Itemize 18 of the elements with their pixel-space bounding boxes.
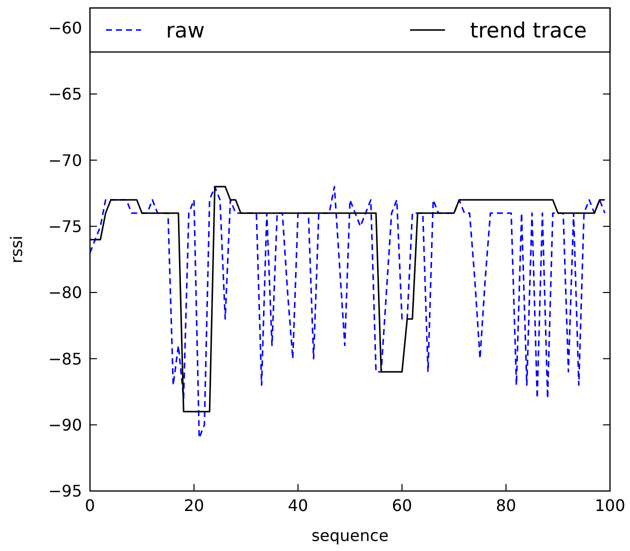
legend-label: raw <box>166 18 205 42</box>
y-tick-label: −90 <box>48 415 82 434</box>
x-tick-label: 100 <box>594 496 626 515</box>
x-tick-label: 80 <box>496 496 516 515</box>
x-tick-label: 60 <box>392 496 412 515</box>
y-tick-label: −80 <box>48 283 82 302</box>
y-tick-label: −60 <box>48 18 82 38</box>
x-tick-label: 40 <box>288 496 308 515</box>
y-tick-label: −75 <box>48 216 82 236</box>
x-tick-label: 20 <box>184 496 204 515</box>
y-tick-label: −65 <box>48 84 82 104</box>
y-axis-title: rssi <box>7 236 26 264</box>
y-tick-label: −70 <box>48 150 82 170</box>
x-axis-title: sequence <box>311 526 389 545</box>
x-tick-label: 0 <box>84 496 96 515</box>
y-tick-label: −85 <box>48 349 82 368</box>
y-tick-label: −95 <box>48 482 82 501</box>
legend-label: trend trace <box>470 18 587 42</box>
